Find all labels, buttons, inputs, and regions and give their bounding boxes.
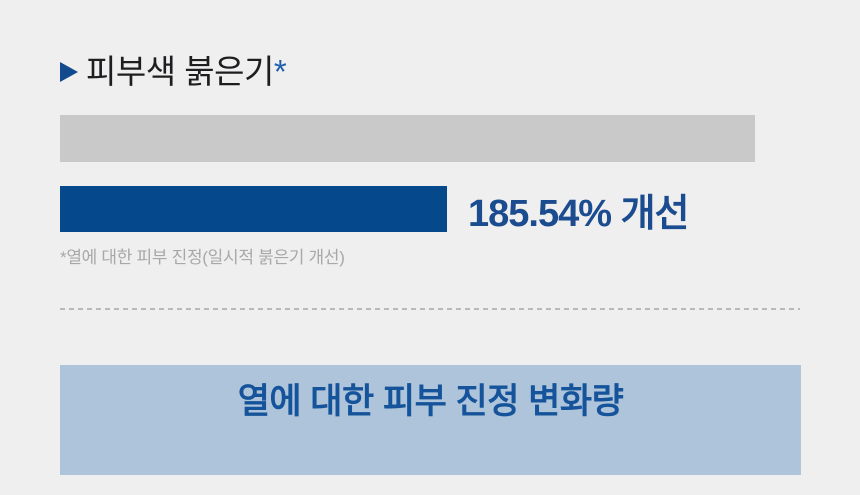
baseline-bar	[60, 115, 755, 162]
section-title: 피부색 붉은기	[86, 53, 274, 90]
bottom-banner: 열에 대한 피부 진정 변화량	[60, 365, 801, 475]
improvement-bar-row: 185.54% 개선	[60, 186, 801, 235]
dashed-divider	[60, 308, 800, 310]
section-title-row: 피부색 붉은기 *	[60, 52, 801, 92]
triangle-right-icon	[60, 62, 78, 82]
improvement-bar	[60, 186, 447, 232]
chart-footnote: *열에 대한 피부 진정(일시적 붉은기 개선)	[60, 248, 345, 267]
title-asterisk: *	[273, 53, 287, 90]
bottom-banner-title: 열에 대한 피부 진정 변화량	[237, 382, 624, 421]
improvement-value-label: 185.54% 개선	[468, 192, 689, 235]
chart-panel: 피부색 붉은기 * 185.54% 개선 *열에 대한 피부 진정(일시적 붉은기…	[60, 52, 801, 475]
